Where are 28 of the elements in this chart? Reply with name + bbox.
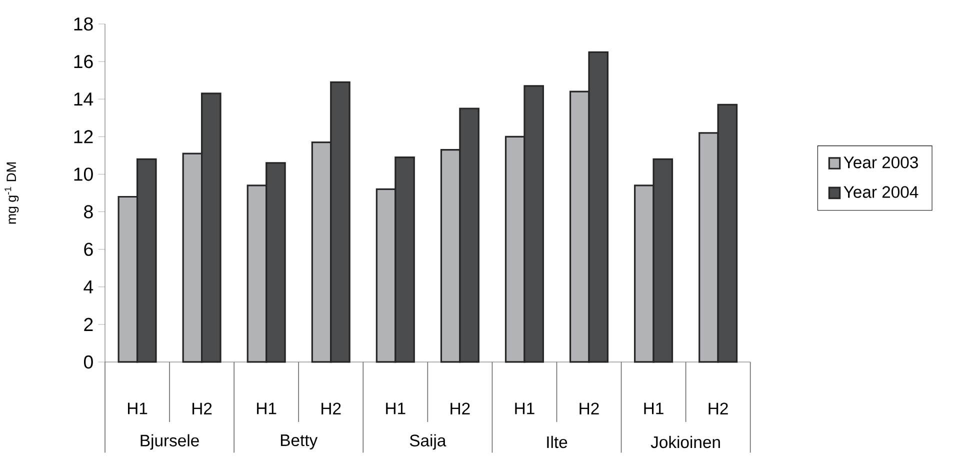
text: Betty: [280, 434, 318, 450]
legend-label: Year 2004: [844, 186, 918, 198]
x-tick-label: H2: [322, 402, 341, 414]
y-tick-label: 2: [84, 318, 93, 331]
y-tick-label: 10: [74, 168, 93, 181]
text: Jokioinen: [650, 436, 720, 448]
y-axis-title: mg g$^{-1}$ DM: [4, 162, 19, 224]
y-tick-label: 14: [74, 92, 94, 106]
text: Bjursele: [140, 434, 199, 450]
x-tick-label: H2: [708, 402, 728, 414]
y-tick-label: 6: [84, 242, 93, 256]
y-tick-label: 4: [84, 280, 94, 294]
x-tick-label: H1: [515, 402, 534, 414]
legend-label: Year 2003: [844, 156, 918, 168]
text: Saija: [410, 434, 446, 450]
y-tick-label: 0: [84, 355, 93, 369]
x-tick-label: H1: [257, 402, 276, 414]
x-tick-label: H2: [192, 402, 212, 414]
text: Ilte: [547, 436, 568, 448]
x-tick-label: H2: [450, 402, 470, 414]
x-tick-label: H2: [580, 402, 599, 414]
y-tick-label: 18: [74, 17, 93, 31]
x-tick-label: H1: [644, 402, 664, 414]
x-tick-label: H1: [128, 402, 148, 414]
y-tick-label: 8: [84, 205, 93, 218]
x-tick-label: H1: [386, 402, 406, 414]
y-tick-label: 16: [74, 54, 93, 68]
y-tick-label: 12: [74, 130, 93, 144]
